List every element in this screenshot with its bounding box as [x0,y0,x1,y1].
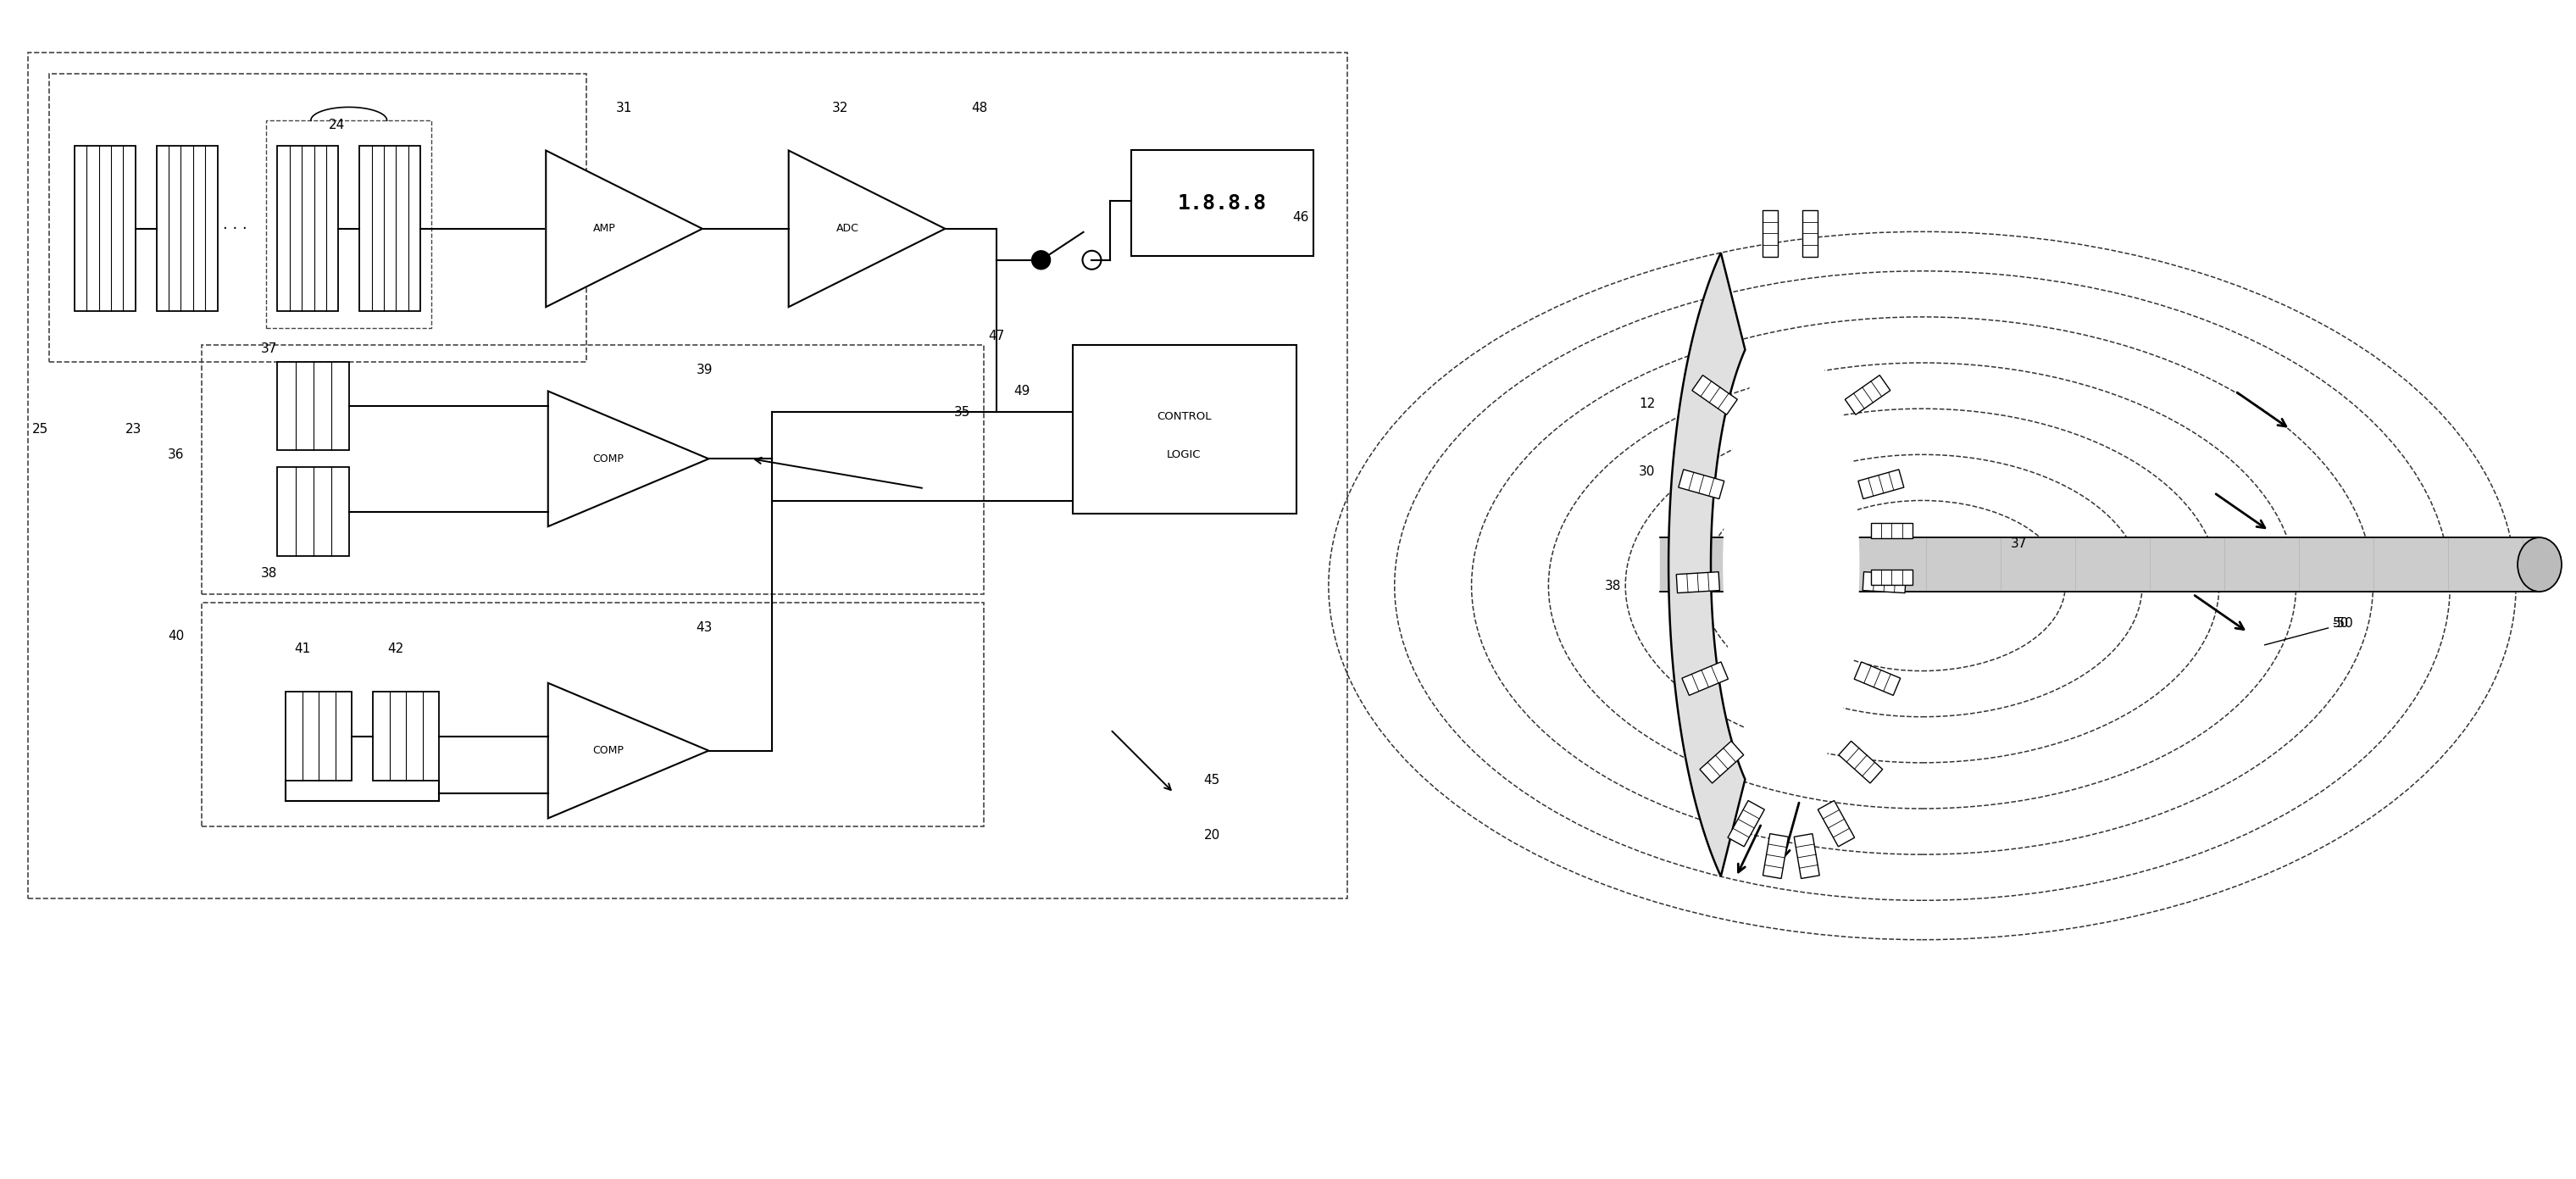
Polygon shape [546,151,703,307]
Text: · · ·: · · · [224,222,247,236]
Text: 42: 42 [386,643,404,656]
Bar [278,467,350,556]
Polygon shape [1677,572,1721,593]
Text: 35: 35 [953,406,971,419]
Text: 45: 45 [1203,773,1221,786]
Text: 37: 37 [260,342,278,355]
Bar [49,74,587,362]
Polygon shape [1692,375,1736,415]
Polygon shape [1762,834,1788,878]
Text: COMP: COMP [592,745,623,756]
Bar [361,146,420,311]
Text: 38: 38 [260,567,278,579]
Polygon shape [549,683,708,818]
Bar [286,691,353,780]
Text: 12: 12 [1638,397,1656,410]
Bar [1072,344,1296,514]
Text: 25: 25 [33,423,49,435]
Text: 24: 24 [330,118,345,131]
Polygon shape [1793,834,1819,878]
Bar [374,691,438,780]
Text: 41: 41 [294,643,312,656]
Bar [201,344,984,594]
Polygon shape [1803,210,1819,257]
Text: 48: 48 [971,101,987,114]
Polygon shape [1819,801,1855,847]
Polygon shape [1728,801,1765,847]
Polygon shape [788,151,945,307]
Bar [201,602,984,826]
Text: AMP: AMP [592,223,616,235]
Bar [278,362,350,450]
Text: LOGIC: LOGIC [1167,449,1200,460]
Text: 36: 36 [167,448,185,461]
Text: 26: 26 [1788,706,1803,719]
Bar [265,120,430,328]
Text: COMP: COMP [592,453,623,465]
Text: 23: 23 [126,423,142,435]
Polygon shape [1844,375,1891,415]
Text: 46: 46 [1293,211,1309,224]
Bar [278,146,337,311]
Text: 31: 31 [616,101,631,114]
Polygon shape [1870,523,1914,539]
Polygon shape [1870,569,1914,585]
Polygon shape [1862,572,1906,593]
Polygon shape [1669,252,1744,876]
Text: 40: 40 [167,630,183,643]
Text: 49: 49 [1012,384,1030,397]
Bar [75,146,137,311]
Bar [157,146,216,311]
Text: 37: 37 [2012,538,2027,549]
Ellipse shape [2517,538,2561,592]
Text: CONTROL: CONTROL [1157,411,1211,422]
Polygon shape [1700,742,1744,783]
Polygon shape [1839,742,1883,783]
Text: ADC: ADC [835,223,858,235]
Text: 50: 50 [2331,618,2349,630]
Polygon shape [1680,469,1723,499]
Polygon shape [549,391,708,527]
Polygon shape [1762,210,1777,257]
Circle shape [1033,251,1051,269]
Text: 30: 30 [1638,466,1656,477]
Text: 43: 43 [696,621,714,634]
Text: 39: 39 [696,363,714,376]
Ellipse shape [1723,342,1860,788]
Bar [1131,150,1314,256]
Text: 47: 47 [989,330,1005,343]
Text: -50: -50 [2331,618,2354,630]
Polygon shape [1682,661,1728,696]
Text: 20: 20 [1203,829,1221,842]
Text: 38: 38 [1605,579,1620,592]
Bar [28,53,1347,898]
Polygon shape [1855,661,1901,696]
Text: 1.8.8.8: 1.8.8.8 [1177,193,1267,213]
Text: 32: 32 [832,101,848,114]
Polygon shape [1857,469,1904,499]
